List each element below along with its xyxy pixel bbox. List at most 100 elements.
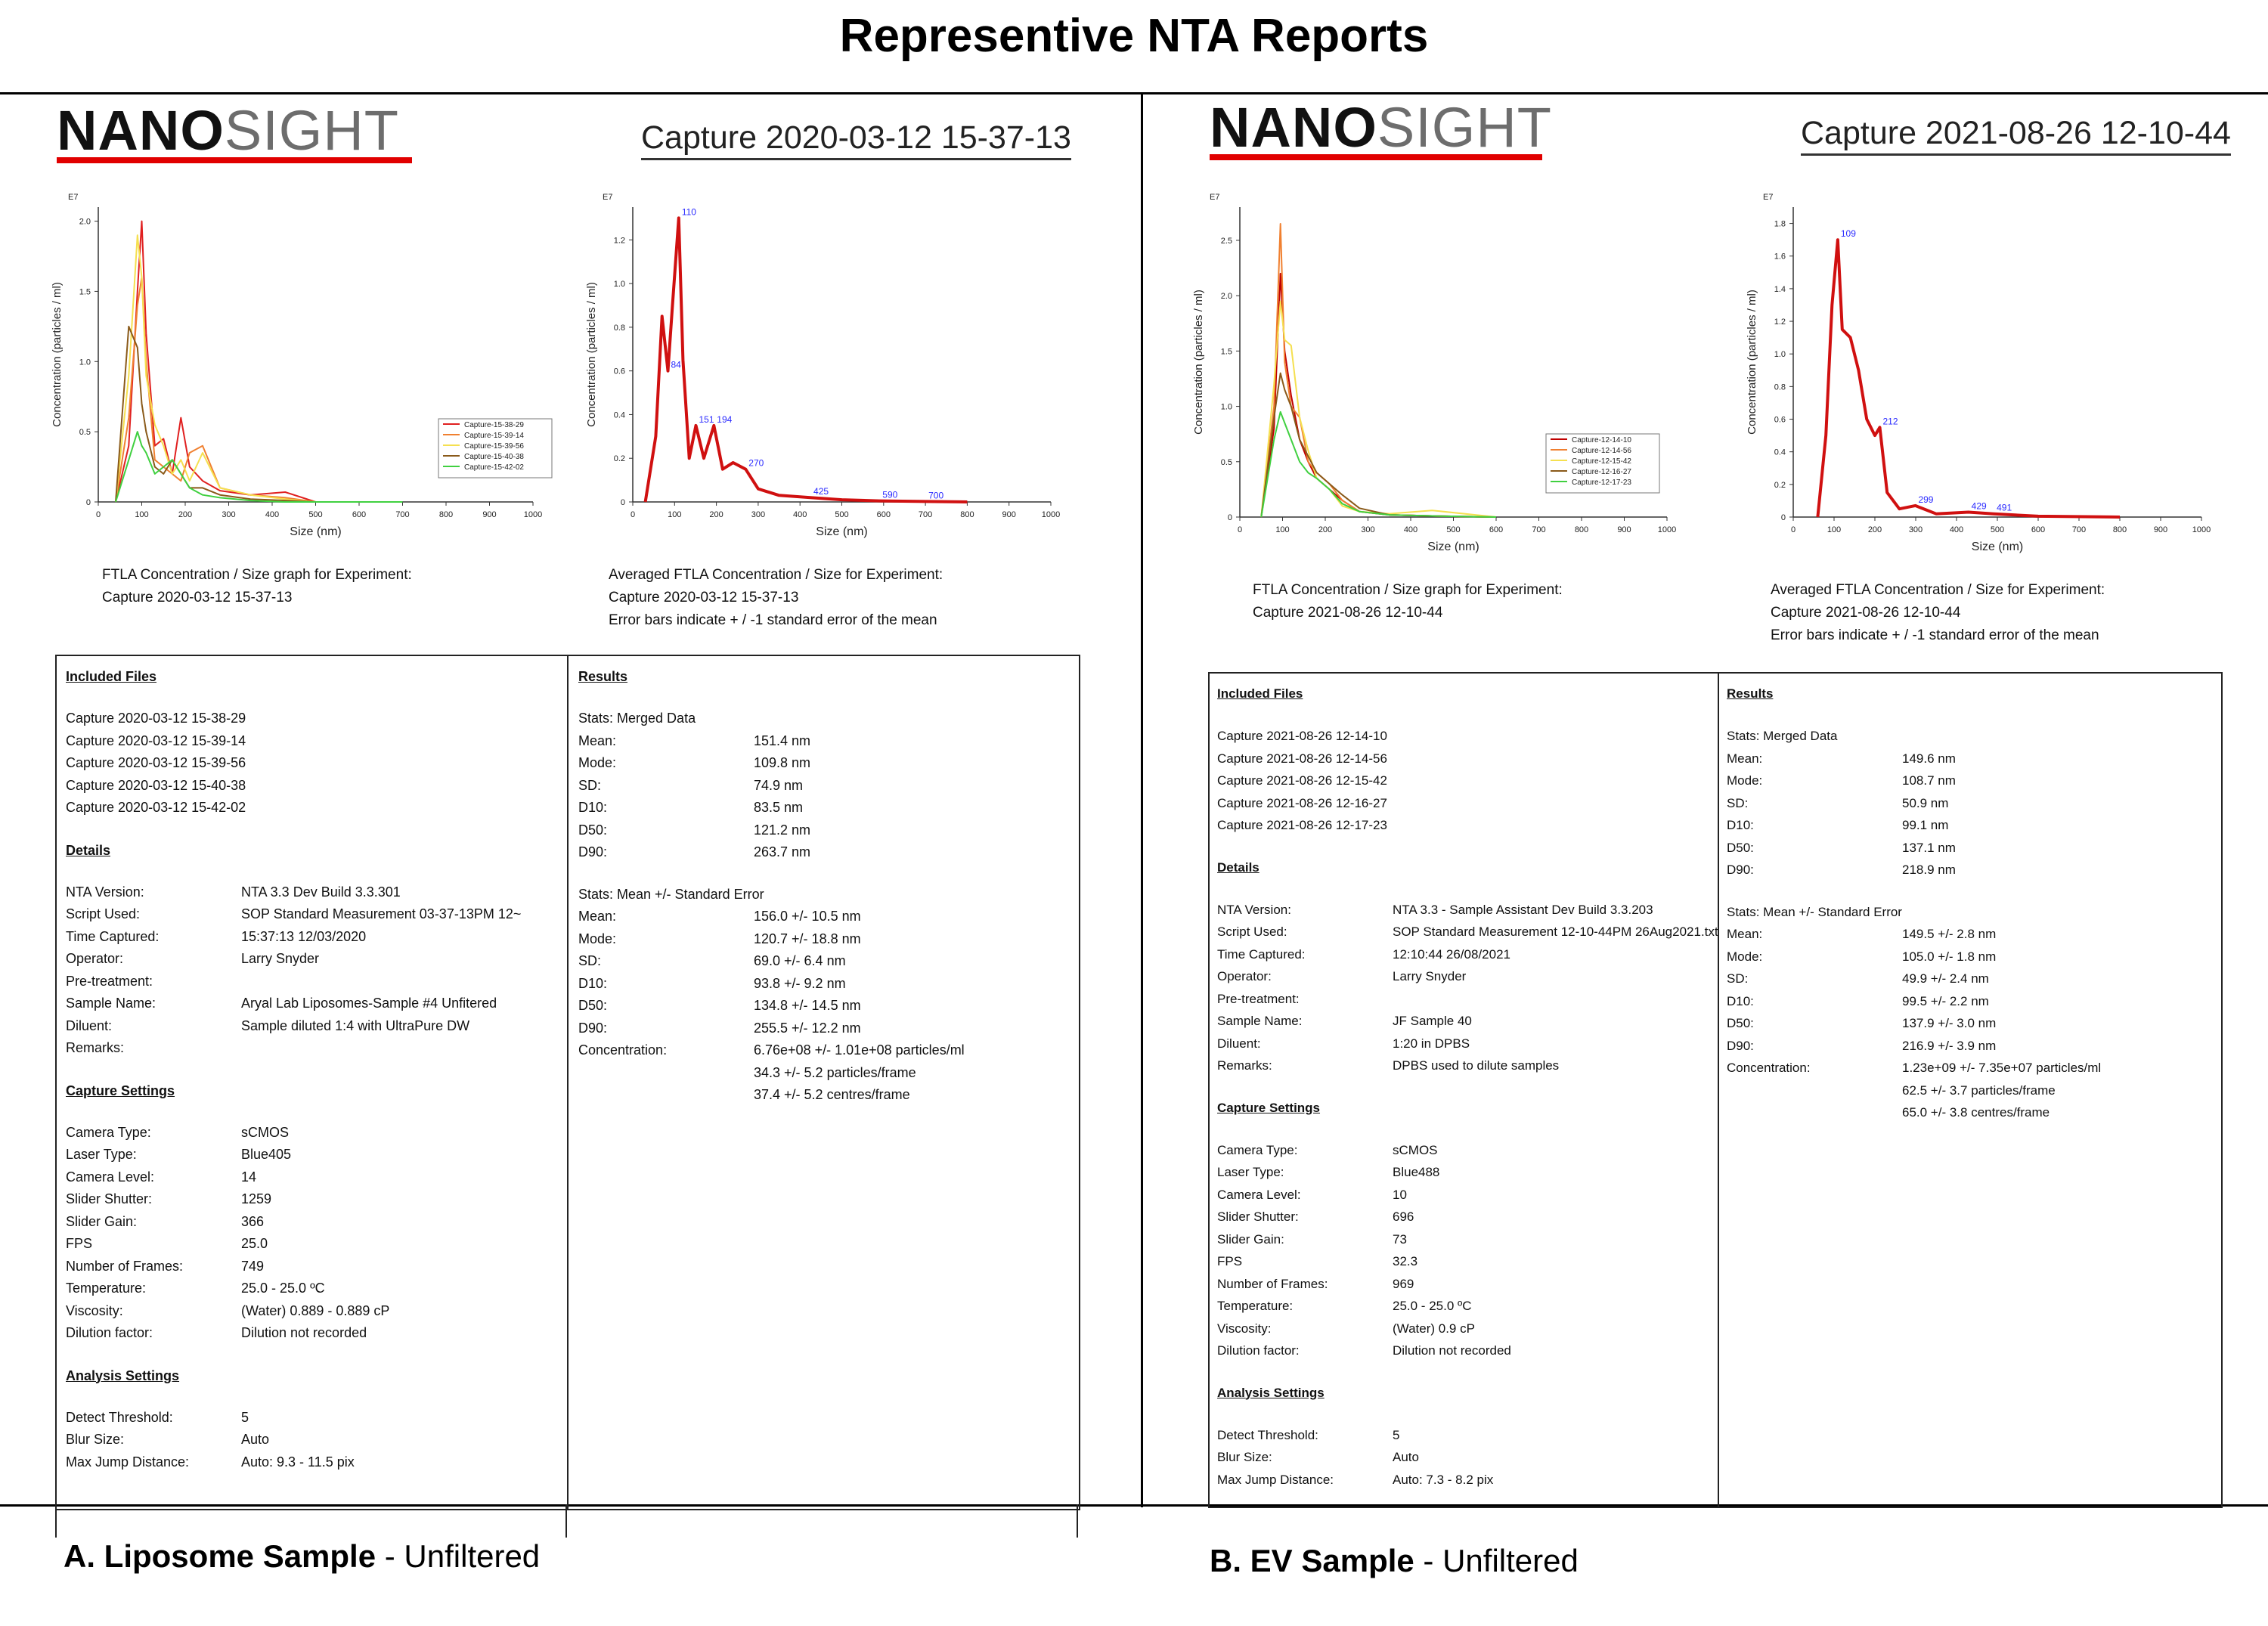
kv-row: 65.0 +/- 3.8 centres/frame (1727, 1101, 2211, 1124)
field-label: Temperature: (1217, 1299, 1294, 1313)
details-heading: Details (1217, 859, 1259, 875)
field-label: SD: (1727, 971, 1749, 986)
x-tick-label: 300 (1909, 525, 1923, 534)
scale-label: E7 (1763, 193, 1773, 202)
left-chart-caption: FTLA Concentration / Size graph for Expe… (102, 567, 412, 605)
field-value: 12:10:44 26/08/2021 (1393, 946, 1510, 962)
x-tick-label: 1000 (1658, 525, 1676, 534)
field-label: D90: (578, 844, 608, 859)
kv-row: Operator: Larry Snyder (66, 948, 557, 971)
y-tick-label: 2.0 (1221, 292, 1232, 301)
x-tick-label: 700 (2072, 525, 2086, 534)
y-tick-label: 1.5 (79, 287, 91, 296)
legend-label: Capture-12-14-10 (1572, 436, 1631, 444)
kv-row: Script Used: SOP Standard Measurement 12-… (1217, 921, 1718, 943)
x-tick-label: 300 (222, 510, 235, 519)
y-tick-label: 2.5 (1221, 237, 1232, 246)
series-line (1260, 410, 1497, 518)
report-panel-b: NANOSIGHT Capture 2021-08-26 12-10-44 E7… (1143, 94, 2268, 1508)
field-value: Auto (1393, 1450, 1419, 1464)
field-label: Diluent: (1217, 1036, 1261, 1051)
legend-label: Capture-15-38-29 (464, 421, 524, 429)
x-tick-label: 300 (1361, 525, 1374, 534)
field-label: Script Used: (1217, 924, 1287, 939)
kv-row: Diluent: Sample diluted 1:4 with UltraPur… (66, 1015, 557, 1038)
field-value: 5 (241, 1409, 249, 1425)
kv-row: Mode: 105.0 +/- 1.8 nm (1727, 946, 2211, 968)
field-value: 121.2 nm (754, 822, 811, 838)
field-label: Mode: (1727, 949, 1763, 964)
field-value: 366 (241, 1213, 265, 1229)
field-value: 99.5 +/- 2.2 nm (1902, 993, 1989, 1008)
y-tick-label: 0.6 (614, 367, 625, 376)
capture-settings-heading: Capture Settings (66, 1082, 175, 1098)
details-heading: Details (66, 842, 111, 858)
field-value: Dilution not recorded (241, 1325, 367, 1340)
panel-b-label: B. EV Sample - Unfiltered (1210, 1543, 1579, 1578)
legend-label: Capture-12-16-27 (1572, 468, 1631, 476)
y-tick-label: 2.0 (79, 218, 91, 227)
kv-row: Slider Gain: 366 (66, 1211, 557, 1234)
field-value: 108.7 nm (1902, 773, 1956, 788)
kv-row: Max Jump Distance: Auto: 7.3 - 8.2 pix (1217, 1469, 1709, 1491)
y-tick-label: 0.2 (614, 454, 625, 463)
kv-row: SD: 50.9 nm (1727, 792, 2211, 815)
series-line (115, 276, 403, 503)
field-label: Dilution factor: (1217, 1343, 1300, 1358)
x-tick-label: 1000 (524, 510, 542, 519)
field-label: D50: (578, 822, 608, 838)
field-value: 1259 (241, 1191, 272, 1206)
results-heading: Results (1727, 686, 1774, 701)
field-value: SOP Standard Measurement 12-10-44PM 26Au… (1393, 924, 1718, 939)
table-tick (565, 1504, 567, 1538)
field-label: Slider Gain: (1217, 1231, 1284, 1247)
y-tick-label: 1.0 (79, 358, 91, 367)
field-value: 1:20 in DPBS (1393, 1036, 1470, 1051)
field-label: D90: (578, 1020, 608, 1036)
x-tick-label: 900 (482, 510, 496, 519)
x-tick-label: 100 (1275, 525, 1289, 534)
y-tick-label: 1.2 (614, 236, 625, 245)
field-value: 156.0 +/- 10.5 nm (754, 909, 861, 924)
field-label: Max Jump Distance: (1217, 1472, 1334, 1487)
peak-label: 299 (1918, 494, 1933, 505)
scale-label: E7 (603, 193, 612, 202)
kv-row: 34.3 +/- 5.2 particles/frame (578, 1062, 1070, 1085)
y-tick-label: 0.5 (1221, 458, 1232, 467)
x-tick-label: 400 (1950, 525, 1963, 534)
y-tick-label: 1.4 (1774, 285, 1786, 294)
file-row: Capture 2020-03-12 15-38-29 (66, 711, 246, 726)
x-axis-label: Size (nm) (1972, 540, 2023, 553)
field-label: Laser Type: (66, 1147, 137, 1162)
kv-row: Script Used: SOP Standard Measurement 03-… (66, 903, 557, 926)
kv-row: Temperature: 25.0 - 25.0 ºC (66, 1278, 557, 1300)
field-value: Sample diluted 1:4 with UltraPure DW (241, 1017, 470, 1033)
field-label: Diluent: (66, 1017, 113, 1033)
panel-divider (1141, 92, 1143, 1507)
page-title: Representive NTA Reports (839, 10, 1429, 62)
field-value: 25.0 - 25.0 ºC (241, 1281, 325, 1296)
field-value: Auto: 9.3 - 11.5 pix (241, 1454, 355, 1470)
field-value: 151.4 nm (754, 732, 811, 748)
file-row: Capture 2021-08-26 12-14-10 (1217, 729, 1387, 743)
field-label: Laser Type: (1217, 1165, 1284, 1179)
field-value: 83.5 nm (754, 800, 804, 815)
kv-row: Temperature: 25.0 - 25.0 ºC (1217, 1295, 1709, 1318)
field-label: Pre-treatment: (66, 973, 153, 989)
kv-row: D90: 255.5 +/- 12.2 nm (578, 1017, 1070, 1040)
legend-label: Capture-15-40-38 (464, 453, 524, 461)
y-tick-label: 1.0 (614, 280, 625, 289)
field-label: Camera Level: (66, 1169, 155, 1185)
y-axis-label: Concentration (particles / ml) (1746, 290, 1758, 435)
field-label: Blur Size: (66, 1432, 125, 1447)
peak-label: 194 (717, 414, 732, 425)
concentration-size-chart: E7 0 100 200 300 400 500 600 700 800 900 1000 0 0.5 1.… (51, 193, 553, 538)
file-row: Capture 2021-08-26 12-17-23 (1217, 818, 1387, 832)
table-column-divider (567, 656, 569, 1509)
peak-label: 110 (682, 206, 696, 217)
field-value: Aryal Lab Liposomes-Sample #4 Unfitered (241, 996, 497, 1011)
field-value: Larry Snyder (1393, 969, 1467, 983)
field-label: Detect Threshold: (1217, 1427, 1318, 1442)
file-row: Capture 2021-08-26 12-16-27 (1217, 795, 1387, 810)
field-label: D90: (1727, 1038, 1754, 1053)
